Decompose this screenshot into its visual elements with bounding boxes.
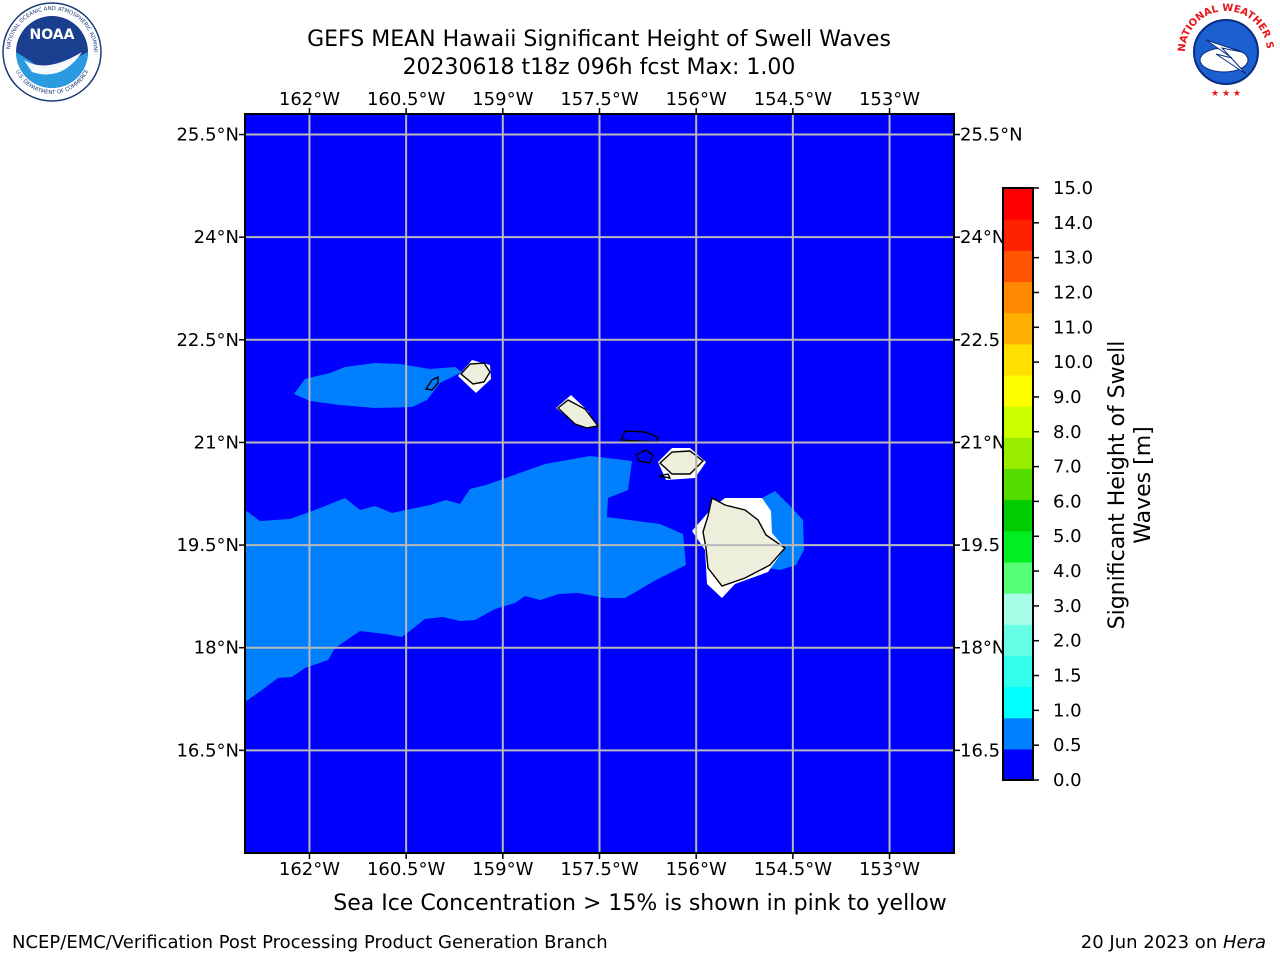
lon-tick-label-top: 162°W: [279, 89, 340, 110]
colorbar-tick-label: 2.0: [1053, 631, 1082, 652]
colorbar: 15.0 14.0 13.0 12.0 11.0 10.0 9.0 8.0 7.0 6.0 5.0 4…: [1003, 178, 1093, 791]
colorbar-tick-label: 4.0: [1053, 561, 1082, 582]
lat-tick-label-left: 24°N: [194, 227, 239, 248]
colorbar-swatch: [1003, 188, 1033, 220]
swell-band-north: [294, 363, 462, 408]
lon-tick-label-bottom: 159°W: [472, 859, 533, 880]
colorbar-swatch: [1003, 499, 1033, 532]
colorbar-swatch: [1003, 219, 1033, 251]
island-hawaii: [702, 496, 787, 587]
colorbar-label-line1: Significant Height of Swell: [1105, 341, 1130, 630]
lon-tick-label-bottom: 162°W: [279, 859, 340, 880]
island-oahu: [556, 399, 600, 429]
lon-tick-label-bottom: 154.5°W: [754, 859, 833, 880]
svg-text:★ ★ ★: ★ ★ ★: [1211, 89, 1241, 99]
colorbar-tick-label: 9.0: [1053, 387, 1082, 408]
lat-tick-label-right: 21°N: [960, 432, 1005, 453]
colorbar-swatch: [1003, 624, 1033, 656]
lon-tick-label-top: 156°W: [666, 89, 727, 110]
island-maui: [658, 450, 705, 475]
lat-tick-label-right: 22.5: [960, 330, 1000, 351]
colorbar-swatch: [1003, 593, 1033, 625]
footer-host: Hera: [1222, 932, 1266, 953]
lon-tick-label-bottom: 157.5°W: [560, 859, 639, 880]
lon-tick-label-top: 154.5°W: [754, 89, 833, 110]
lat-tick-label-left: 18°N: [194, 638, 239, 659]
lat-tick-label-right: 18°N: [960, 638, 1005, 659]
lon-tick-label-bottom: 156°W: [666, 859, 727, 880]
colorbar-tick-label: 3.0: [1053, 596, 1082, 617]
island-niihau: [424, 375, 439, 391]
lon-tick-label-bottom: 160.5°W: [367, 859, 446, 880]
colorbar-swatch: [1003, 655, 1033, 688]
lat-tick-label-left: 21°N: [194, 432, 239, 453]
island-molokai: [619, 430, 659, 443]
colorbar-tick-label: 1.5: [1053, 666, 1082, 687]
island-lanai: [635, 449, 654, 464]
colorbar-swatch: [1003, 530, 1033, 563]
map-axis-ticks: 162°W 162°W 160.5°W 160.5°W 159°W 159°W 157.5°…: [176, 89, 1022, 880]
colorbar-tick-label: 7.0: [1053, 457, 1082, 478]
colorbar-swatch: [1003, 374, 1033, 407]
colorbar-tick-label: 1.0: [1053, 700, 1082, 721]
island-kauai: [459, 362, 491, 385]
colorbar-tick-label: 13.0: [1053, 248, 1093, 269]
colorbar-tick-label: 0.0: [1053, 770, 1082, 791]
colorbar-swatch: [1003, 748, 1033, 781]
lat-tick-label-left: 22.5°N: [176, 330, 239, 351]
colorbar-tick-label: 6.0: [1053, 491, 1082, 512]
colorbar-swatch: [1003, 686, 1033, 719]
colorbar-tick-label: 10.0: [1053, 352, 1093, 373]
island-kahoolawe: [658, 473, 672, 479]
chart-title: GEFS MEAN Hawaii Significant Height of S…: [307, 27, 891, 52]
colorbar-tick-label: 12.0: [1053, 282, 1093, 303]
colorbar-swatch: [1003, 281, 1033, 314]
colorbar-label-line2: Waves [m]: [1131, 426, 1156, 543]
lat-tick-label-right: 19.5: [960, 535, 1000, 556]
lat-tick-label-right: 24°N: [960, 227, 1005, 248]
colorbar-tick-label: 14.0: [1053, 213, 1093, 234]
lon-tick-label-top: 160.5°W: [367, 89, 446, 110]
colorbar-tick-label: 0.5: [1053, 735, 1082, 756]
colorbar-swatch: [1003, 468, 1033, 501]
lat-tick-label-left: 19.5°N: [176, 535, 239, 556]
noaa-logo: NOAA NATIONAL OCEANIC AND ATMOSPHERIC AD…: [2, 2, 102, 102]
colorbar-tick-label: 5.0: [1053, 526, 1082, 547]
colorbar-swatch: [1003, 437, 1033, 470]
nws-logo: NATIONAL WEATHER SERVICE ★ ★ ★: [1176, 2, 1275, 100]
lon-tick-label-top: 157.5°W: [560, 89, 639, 110]
lat-tick-label-right: 25.5°N: [960, 125, 1023, 146]
lon-tick-label-bottom: 153°W: [859, 859, 920, 880]
colorbar-tick-label: 11.0: [1053, 317, 1093, 338]
colorbar-frame: [1002, 187, 1034, 781]
lat-tick-label-left: 16.5°N: [176, 740, 239, 761]
lon-tick-label-top: 153°W: [859, 89, 920, 110]
colorbar-swatch: [1003, 406, 1033, 438]
lon-tick-label-top: 159°W: [472, 89, 533, 110]
lat-tick-label-right: 16.5: [960, 740, 1000, 761]
colorbar-swatch: [1003, 312, 1033, 345]
lat-tick-label-left: 25.5°N: [176, 125, 239, 146]
chart-subtitle: 20230618 t18z 096h fcst Max: 1.00: [402, 55, 796, 80]
colorbar-tick-label: 15.0: [1053, 178, 1093, 199]
colorbar-tick-label: 8.0: [1053, 422, 1082, 443]
footer-date: 20 Jun 2023 on Hera: [1081, 932, 1266, 953]
colorbar-swatch: [1003, 250, 1033, 283]
colorbar-swatch: [1003, 717, 1033, 750]
noaa-logo-text: NOAA: [30, 27, 75, 43]
colorbar-swatch: [1003, 343, 1033, 376]
swell-band-main: [245, 456, 686, 702]
footer-date-text: 20 Jun 2023 on: [1080, 932, 1223, 953]
colorbar-swatch: [1003, 561, 1033, 594]
graticule: [245, 114, 954, 853]
sea-ice-note: Sea Ice Concentration > 15% is shown in …: [333, 891, 947, 916]
footer-producer: NCEP/EMC/Verification Post Processing Pr…: [12, 932, 608, 953]
